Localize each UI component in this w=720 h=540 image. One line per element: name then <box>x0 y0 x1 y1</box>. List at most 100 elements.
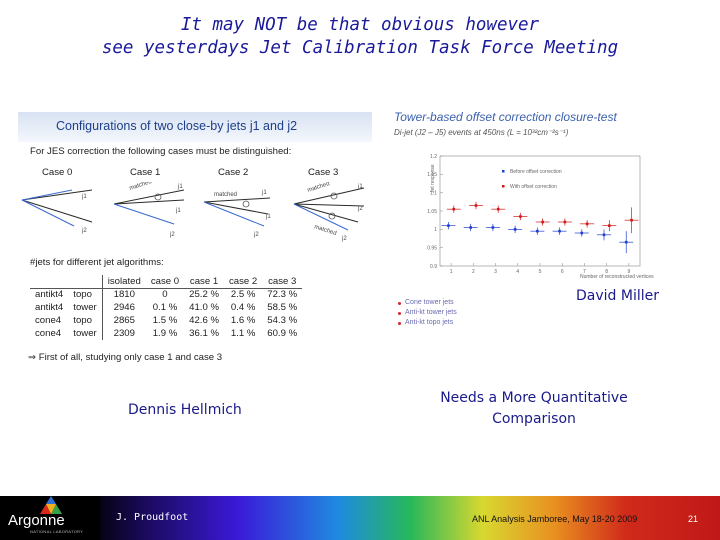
jet-algorithm-table: isolated case 0 case 1 case 2 case 3 ant… <box>30 275 303 340</box>
data-point <box>608 224 611 227</box>
x-tick-label: 5 <box>539 269 542 275</box>
panel-header: Configurations of two close-by jets j1 a… <box>18 112 372 142</box>
y-tick-label: 1 <box>434 227 437 233</box>
page-number: 21 <box>688 514 699 524</box>
y-tick-label: 1.2 <box>430 154 437 160</box>
title-line-1: It may NOT be that obvious however <box>180 15 540 35</box>
table-cell: tower <box>73 328 97 339</box>
jet-j1-label: j1 <box>265 214 271 220</box>
column-header-isolated: isolated <box>101 275 146 289</box>
blank-header <box>30 275 69 289</box>
jet-j2-label: j2 <box>253 232 259 238</box>
table-cell: tower <box>73 302 97 313</box>
jet-type-legend: Cone tower jets Anti-kt tower jets Anti-… <box>398 298 457 328</box>
jet-j1-label: j1 <box>357 184 363 190</box>
argonne-logo: Argonne NATIONAL LABORATORY <box>0 496 100 540</box>
x-axis-ticks: 1 2 3 4 5 6 7 8 9 <box>450 263 630 275</box>
column-header-case-0: case 0 <box>145 275 185 289</box>
x-tick-label: 1 <box>450 269 453 275</box>
y-tick-label: 1.15 <box>427 172 437 178</box>
legend-label: Anti-kt tower jets <box>405 309 457 316</box>
jet-j1-label: j1 <box>81 194 87 200</box>
jet-j1-label: j1 <box>261 190 267 196</box>
y-tick-label: 0.9 <box>430 264 437 270</box>
table-cell: 36.1 % <box>189 328 219 339</box>
x-tick-label: 2 <box>472 269 475 275</box>
plot-subtitle: Di-jet (J2 – J5) events at 450ns (L = 10… <box>394 128 569 137</box>
y-axis-label: Jet response <box>430 164 436 193</box>
table-row: cone4 tower 2309 1.9 % 36.1 % 1.1 % 60.9… <box>30 327 302 340</box>
table-cell: 42.6 % <box>189 315 219 326</box>
table-cell: 58.5 % <box>267 302 298 313</box>
table-row: antikt4 topo 1810 0 25.2 % 2.5 % 72.3 % <box>30 288 302 301</box>
case-0-diagram: j1 j2 <box>21 189 93 234</box>
legend-item: Anti-kt tower jets <box>398 308 457 318</box>
data-point <box>630 218 633 222</box>
table-cell: antikt4 <box>35 302 64 313</box>
jet-j2-label: j2 <box>341 236 347 242</box>
table-cell: 1.5 % <box>152 315 178 326</box>
case-1-label: Case 1 <box>130 167 161 178</box>
conclusion-text: ⇒ First of all, studying only case 1 and… <box>28 352 223 363</box>
table-cell: 60.9 % <box>267 328 298 339</box>
event-name: ANL Analysis Jamboree, May 18-20 2009 <box>472 514 638 524</box>
closure-test-plot-panel: Tower-based offset correction closure-te… <box>390 108 670 328</box>
table-cell: 1.6 % <box>230 315 256 326</box>
table-cell: 72.3 % <box>267 289 298 301</box>
x-tick-label: 6 <box>561 269 564 275</box>
data-point <box>496 207 500 211</box>
case-2-diagram: matched j1 j1 j2 <box>203 190 271 238</box>
table-row: cone4 topo 2865 1.5 % 42.6 % 1.6 % 54.3 … <box>30 314 302 327</box>
column-header-case-3: case 3 <box>262 275 303 289</box>
credit-dennis-hellmich: Dennis Hellmich <box>128 402 242 418</box>
footer-bar: Argonne NATIONAL LABORATORY J. Proudfoot… <box>0 496 720 540</box>
closure-test-chart: 1.2 1.15 1.1 1.05 1 0.95 0.9 1 2 3 4 5 6 7 8 9 Before … <box>427 154 654 280</box>
argonne-logo-icon <box>40 496 62 514</box>
table-cell: 0 <box>162 289 168 301</box>
jet-j2-label: j2 <box>169 232 175 238</box>
legend-before-label: Before offset correction <box>510 169 562 175</box>
jet-configuration-panel: Configurations of two close-by jets j1 a… <box>18 112 372 370</box>
table-cell: 54.3 % <box>267 315 298 326</box>
table-row: antikt4 tower 2946 0.1 % 41.0 % 0.4 % 58… <box>30 301 302 314</box>
y-tick-label: 1.05 <box>427 209 437 215</box>
intro-text: For JES correction the following cases m… <box>30 146 292 157</box>
matched-label: matched <box>129 182 153 192</box>
legend-marker-after <box>502 185 505 188</box>
case-2-label: Case 2 <box>218 167 249 178</box>
plot-legend: Before offset correction With offset cor… <box>502 169 562 190</box>
x-tick-label: 4 <box>516 269 519 275</box>
matched-label: matched <box>214 192 237 198</box>
legend-dot <box>398 301 401 305</box>
table-cell: 1.1 % <box>230 328 256 339</box>
data-point <box>513 228 517 231</box>
data-point <box>624 240 628 244</box>
data-point <box>491 226 495 229</box>
data-point <box>469 226 472 229</box>
column-header-case-1: case 1 <box>184 275 224 289</box>
slide-title: It may NOT be that obvious however see y… <box>0 14 720 60</box>
table-cell: 25.2 % <box>189 289 219 301</box>
matched-label: matched <box>307 182 331 194</box>
data-point <box>519 215 522 218</box>
jet-j2-label: j2 <box>357 206 363 212</box>
table-cell: 0.4 % <box>230 302 256 313</box>
data-point <box>536 229 539 233</box>
data-point <box>541 220 544 224</box>
table-cell: cone4 <box>35 315 62 326</box>
credit-david-miller: David Miller <box>576 288 659 304</box>
table-cell: 0.1 % <box>152 302 178 313</box>
x-axis-label: Number of reconstructed vertices <box>580 274 654 280</box>
legend-label: Anti-kt topo jets <box>405 319 454 326</box>
data-point <box>585 222 589 226</box>
column-header-case-2: case 2 <box>223 275 263 289</box>
presenter-name: J. Proudfoot <box>116 512 189 523</box>
legend-item: Cone tower jets <box>398 298 457 308</box>
table-caption: #jets for different jet algorithms: <box>30 257 164 268</box>
legend-label: Cone tower jets <box>405 299 454 306</box>
jet-j2-label: j2 <box>81 228 87 234</box>
case-0-label: Case 0 <box>42 167 73 178</box>
data-point <box>452 207 456 211</box>
jet-j1-label: j1 <box>177 184 183 190</box>
table-header-row: isolated case 0 case 1 case 2 case 3 <box>30 275 303 289</box>
